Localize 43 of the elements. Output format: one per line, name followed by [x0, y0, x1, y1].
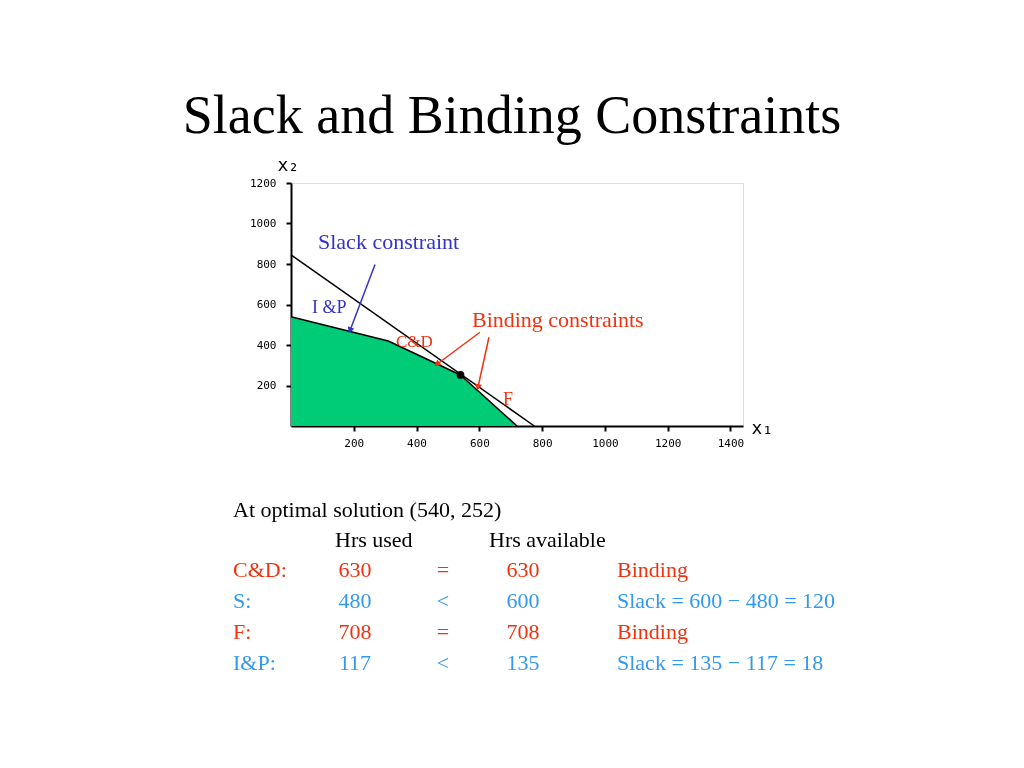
text: 630 [506, 557, 540, 582]
text: < [436, 588, 450, 613]
text: 135 [506, 650, 540, 675]
y-tick-label: 1200 [250, 176, 277, 190]
text: F: [233, 619, 252, 644]
text: At optimal solution (540, 252) [233, 497, 502, 522]
x-tick-label: 400 [407, 436, 427, 450]
text: Slack = 135 − 117 = 18 [617, 650, 824, 675]
y-tick-label: 400 [256, 338, 277, 352]
annotation: Binding constraints [471, 307, 644, 333]
y-tick-label: 600 [256, 298, 277, 311]
text: Binding [617, 557, 688, 582]
x-tick-label: 800 [532, 436, 553, 450]
text: Binding [617, 619, 688, 644]
text: < [436, 650, 450, 675]
x-tick-label: 600 [469, 436, 490, 450]
x-tick-label: 1200 [654, 436, 682, 450]
text: C&D: [233, 557, 287, 582]
text: = [436, 557, 450, 582]
annotation: I &P [312, 297, 347, 317]
annotation: Slack constraint [318, 229, 460, 255]
chart-title: Slack and Binding Constraints [182, 85, 842, 145]
text: I&P: [233, 650, 276, 675]
text: 480 [338, 588, 372, 613]
text: = [436, 619, 450, 644]
text: Hrs available [489, 527, 606, 552]
text: S: [233, 588, 252, 613]
annotation: F [503, 389, 514, 409]
text: 708 [338, 619, 372, 644]
text: Slack = 600 − 480 = 120 [617, 588, 836, 613]
y-tick-label: 800 [256, 257, 277, 271]
y-axis-title: x₂ [277, 153, 300, 175]
x-axis-title: x₁ [751, 416, 774, 438]
y-tick-label: 200 [256, 379, 277, 392]
text: 708 [506, 619, 540, 644]
x-tick-label: 1000 [592, 436, 619, 450]
text: 630 [338, 557, 372, 582]
text: Hrs used [335, 527, 413, 552]
x-tick-label: 200 [344, 436, 365, 450]
text: 600 [506, 588, 540, 613]
x-tick-label: 1400 [717, 436, 745, 450]
text: 117 [338, 650, 372, 675]
y-tick-label: 1000 [250, 217, 277, 230]
